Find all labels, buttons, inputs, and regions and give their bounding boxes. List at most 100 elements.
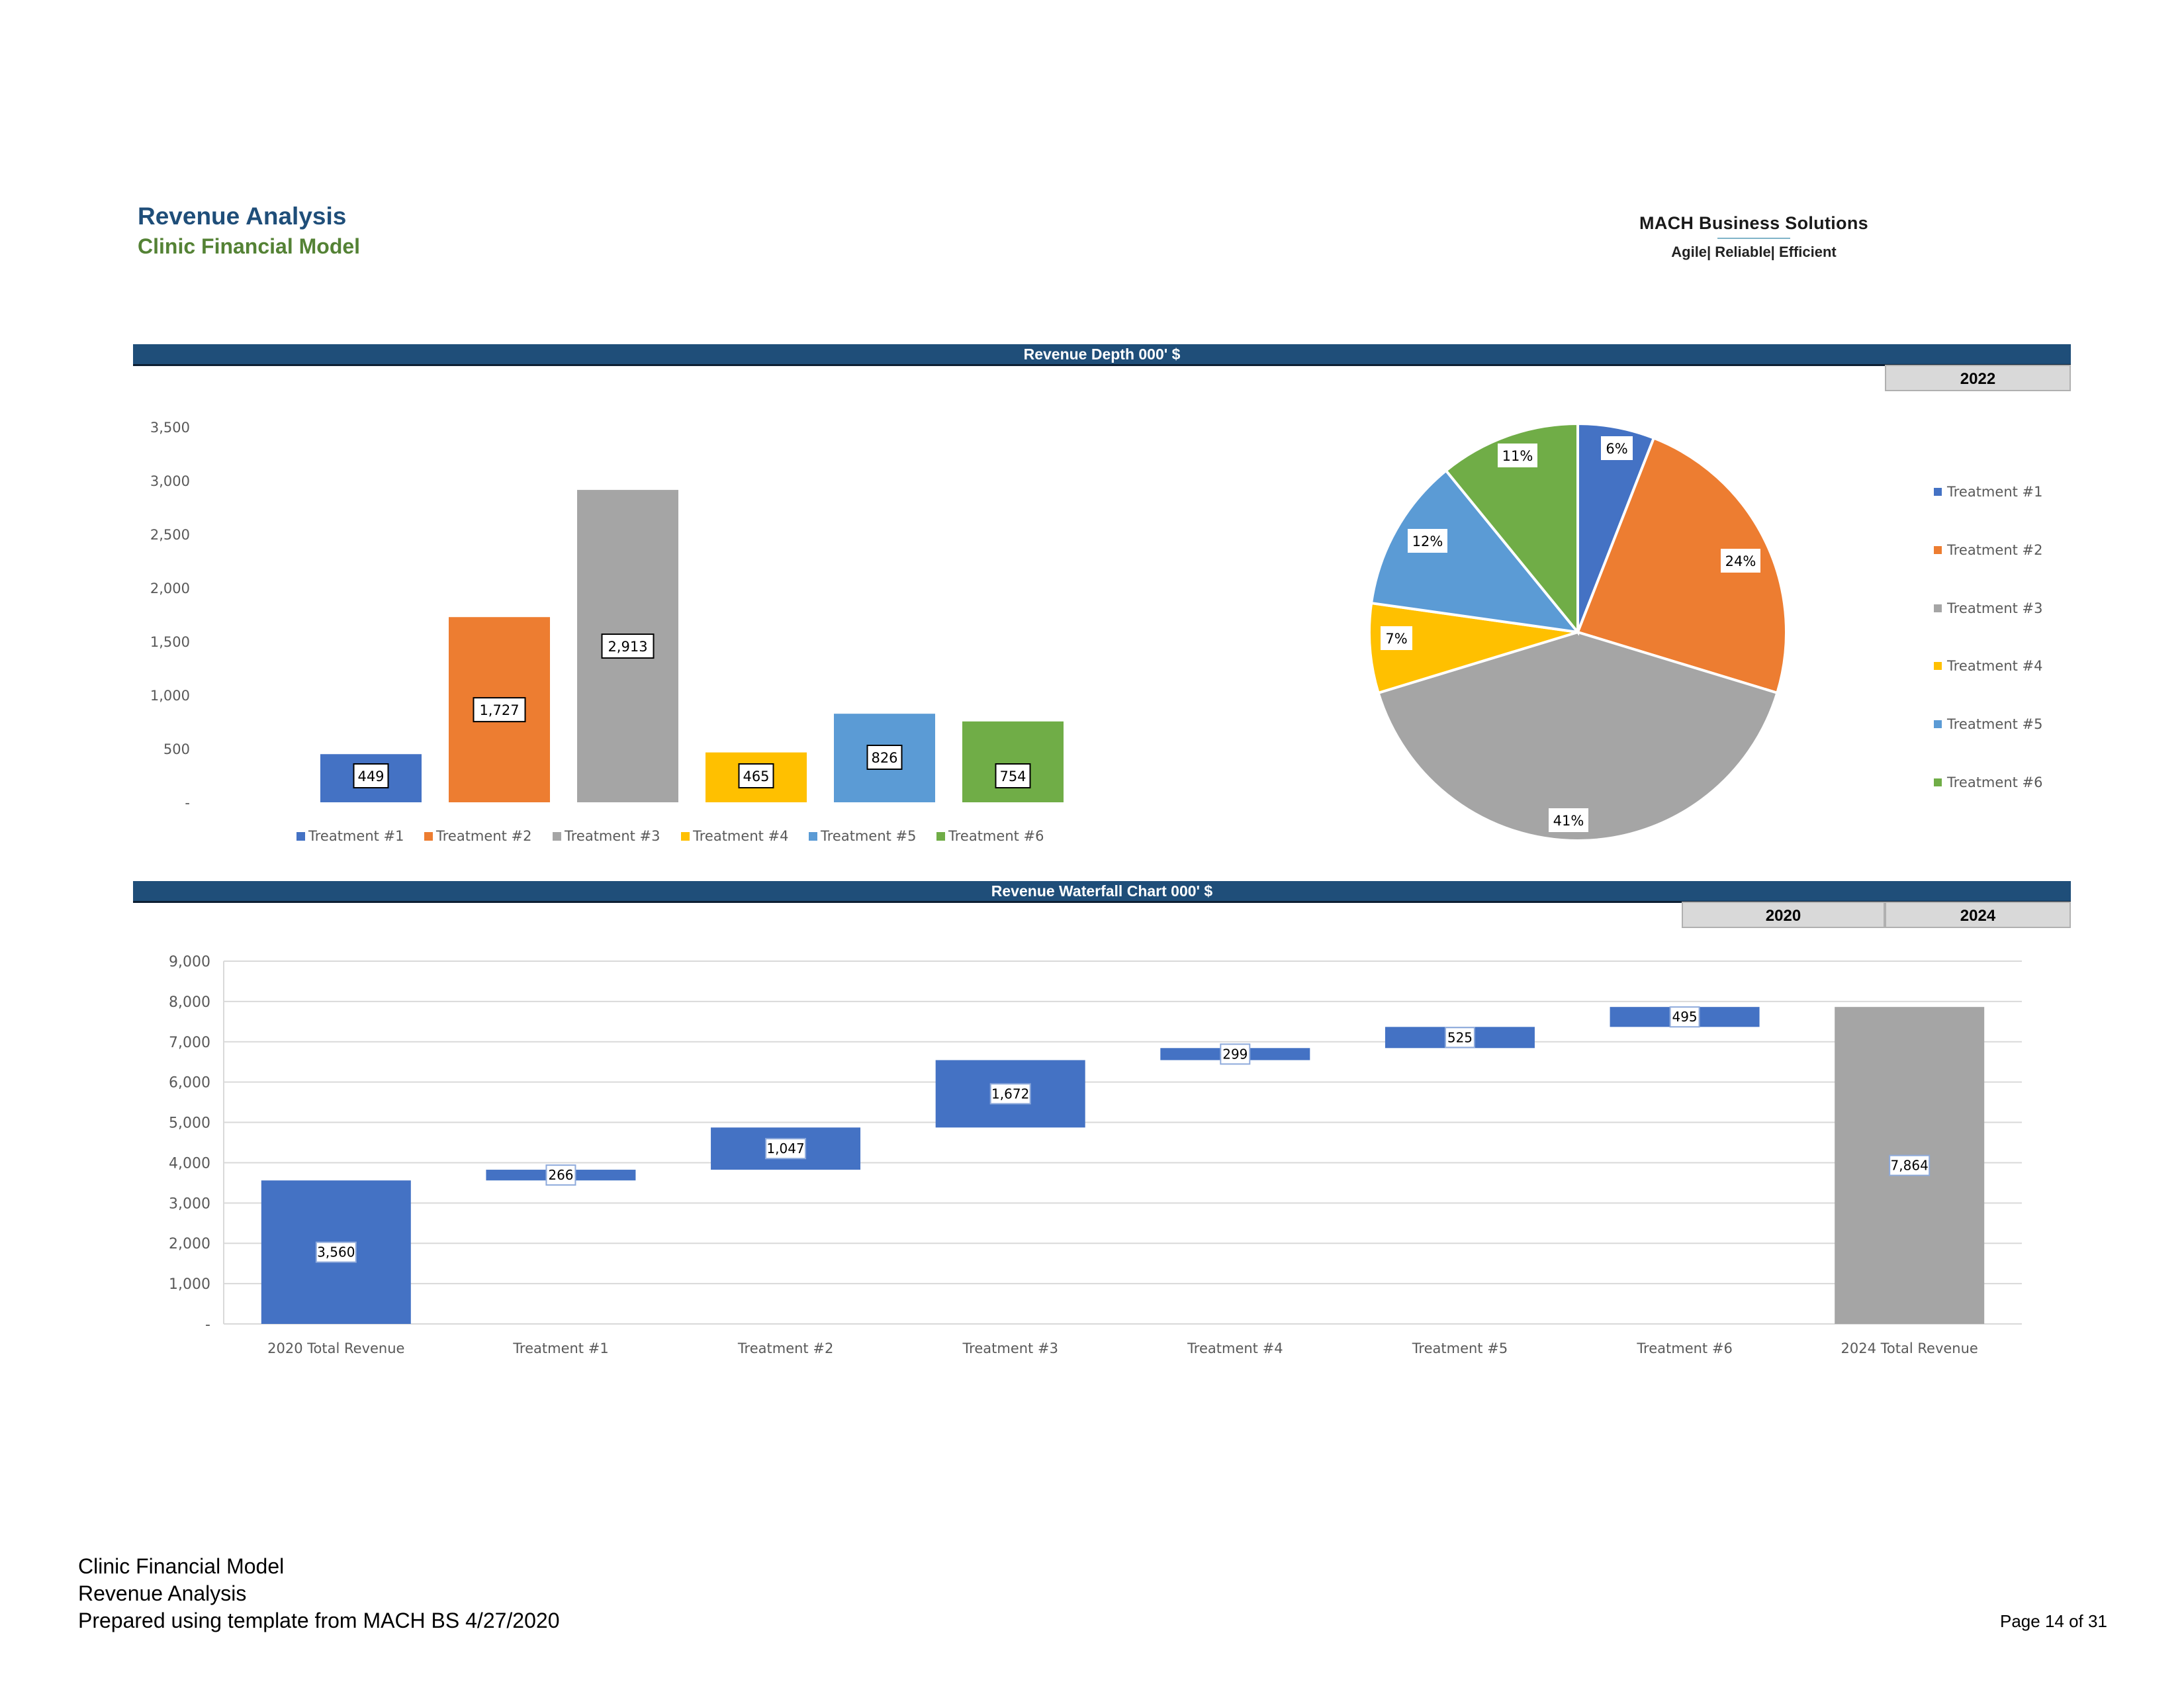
y-tick-label: - [185,795,190,811]
y-tick-label: 2,000 [169,1236,210,1252]
pie-legend-swatch [1934,662,1942,670]
footer-line-prepared: Prepared using template from MACH BS 4/2… [78,1609,560,1632]
pie-legend-label: Treatment #4 [1946,658,2043,674]
pie-label: 6% [1606,441,1627,457]
data-label-box [601,633,655,659]
data-label: 465 [743,769,769,784]
y-tick-label: 1,500 [150,634,190,650]
y-tick-label: 3,000 [169,1196,210,1212]
pie-legend-label: Treatment #2 [1946,542,2043,558]
logo-tagline: Agile| Reliable| Efficient [1671,244,1837,260]
data-label-box [866,745,903,770]
pie-legend-label: Treatment #1 [1946,484,2043,500]
page-title: Revenue Analysis [138,203,347,230]
section-header-revenue-waterfall: Revenue Waterfall Chart 000' $ [133,881,2071,903]
x-category-label: Treatment #6 [1636,1340,1733,1356]
data-label-box [473,697,526,723]
legend-swatch [809,832,817,841]
waterfall-label: 7,864 [1891,1158,1929,1174]
pie-slice-2 [1576,436,1788,695]
data-label: 449 [357,769,384,784]
legend-swatch [553,832,561,841]
y-tick-label: 2,500 [150,527,190,543]
pie-legend-label: Treatment #5 [1946,716,2043,732]
section-header-revenue-depth: Revenue Depth 000' $ [133,344,2071,366]
y-tick-label: 9,000 [169,954,210,970]
legend-label: Treatment #4 [692,828,789,844]
y-tick-label: 6,000 [169,1075,210,1092]
y-tick-label: 1,000 [150,688,190,704]
year-box-2022: 2022 [1885,365,2071,391]
pie-label-box [1721,549,1760,573]
year-box-2020: 2020 [1682,902,1885,928]
waterfall-label: 1,672 [991,1086,1029,1102]
footer-line-section: Revenue Analysis [78,1581,247,1605]
page-subtitle: Clinic Financial Model [138,234,361,258]
data-label-box [738,763,774,788]
legend-label: Treatment #6 [948,828,1044,844]
x-category-label: Treatment #5 [1412,1340,1508,1356]
company-logo: MACH Business Solutions Agile| Reliable|… [1615,213,1893,261]
pie-legend-swatch [1934,488,1942,496]
waterfall-label: 495 [1672,1009,1697,1025]
pie-legend-label: Treatment #3 [1946,600,2043,616]
y-tick-label: 3,500 [150,420,190,436]
waterfall-label: 266 [548,1167,573,1183]
pie-slice-3 [1377,630,1779,842]
legend-label: Treatment #1 [308,828,404,844]
waterfall-label-box [1669,1006,1700,1028]
y-tick-label: 3,000 [150,473,190,489]
pie-label-box [1408,529,1447,553]
waterfall-label: 525 [1447,1029,1473,1045]
legend-swatch [936,832,945,841]
bar-6 [962,721,1064,802]
y-tick-label: 500 [163,741,190,757]
x-category-label: 2020 Total Revenue [267,1340,404,1356]
legend-swatch [424,832,433,841]
data-label: 826 [871,750,897,766]
y-tick-label: 5,000 [169,1115,210,1132]
waterfall-label-box [1220,1043,1251,1065]
pie-label: 12% [1412,534,1443,549]
pie-legend-swatch [1934,546,1942,554]
waterfall-label-box [989,1083,1031,1105]
data-label: 2,913 [608,639,647,655]
y-tick-label: 2,000 [150,581,190,596]
footer-line-model: Clinic Financial Model [78,1554,285,1578]
waterfall-label-box [545,1164,576,1186]
pie-label: 41% [1553,813,1584,829]
x-category-label: Treatment #1 [512,1340,609,1356]
data-label-box [353,763,389,788]
pie-label-box [1498,444,1537,467]
legend-label: Treatment #5 [820,828,917,844]
year-box-2024: 2024 [1885,902,2071,928]
waterfall-label-box [765,1138,807,1160]
pie-legend-swatch [1934,720,1942,728]
waterfall-label-box [1889,1154,1931,1176]
pie-label: 24% [1725,553,1756,569]
waterfall-label-box [315,1241,357,1263]
legend-swatch [296,832,305,841]
waterfall-label: 299 [1222,1046,1248,1062]
logo-name: MACH Business Solutions [1639,213,1868,233]
pie-slice-5 [1369,469,1581,634]
x-category-label: Treatment #4 [1187,1340,1283,1356]
pie-label: 7% [1385,631,1407,647]
pie-label-box [1381,626,1412,650]
data-label: 754 [999,769,1026,784]
y-tick-label: - [205,1317,210,1333]
y-tick-label: 1,000 [169,1276,210,1293]
legend-label: Treatment #2 [435,828,532,844]
legend-label: Treatment #3 [564,828,660,844]
pie-legend-label: Treatment #6 [1946,774,2043,790]
x-category-label: 2024 Total Revenue [1841,1340,1978,1356]
data-label: 1,727 [479,702,519,718]
pie-label: 11% [1502,448,1533,464]
pie-legend-swatch [1934,778,1942,786]
x-category-label: Treatment #3 [962,1340,1058,1356]
pie-legend-swatch [1934,604,1942,612]
y-tick-label: 8,000 [169,994,210,1011]
legend-swatch [681,832,690,841]
waterfall-label: 1,047 [766,1141,804,1156]
